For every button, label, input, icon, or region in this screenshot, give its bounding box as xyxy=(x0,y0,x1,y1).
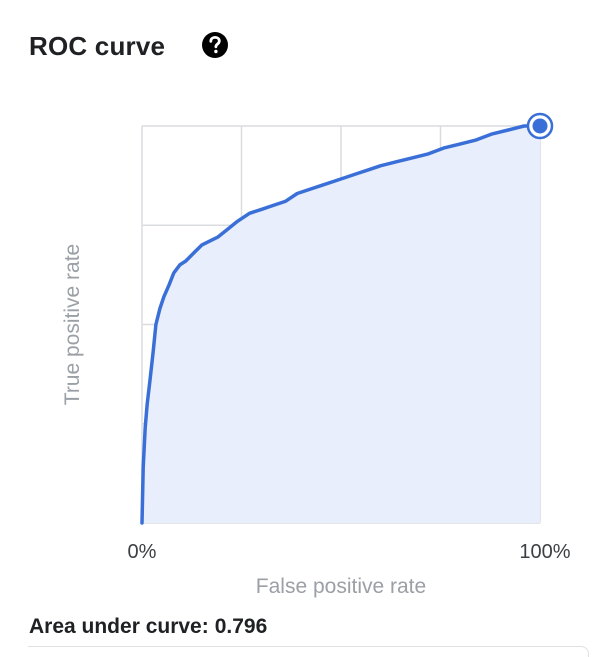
curve-endpoint-marker[interactable] xyxy=(526,112,554,140)
auc-summary: Area under curve: 0.796 xyxy=(29,615,267,639)
page-title: ROC curve xyxy=(29,30,166,61)
roc-chart: 0% 100% False positive rate True positiv… xyxy=(61,112,571,598)
auc-label: Area under curve: xyxy=(29,615,209,638)
help-icon[interactable] xyxy=(200,30,230,60)
x-tick-label: 100% xyxy=(519,541,570,563)
auc-value: 0.796 xyxy=(214,615,268,638)
help-icon-question xyxy=(209,35,221,49)
area-under-curve-fill xyxy=(142,126,540,523)
marker-dot[interactable] xyxy=(532,118,548,134)
section-divider xyxy=(28,646,589,657)
y-axis-label: True positive rate xyxy=(61,244,84,405)
header: ROC curve xyxy=(29,26,165,66)
roc-curve-line xyxy=(140,124,542,525)
help-icon-dot xyxy=(214,49,218,54)
x-axis-label: False positive rate xyxy=(256,575,426,598)
x-tick-label: 0% xyxy=(128,541,157,563)
